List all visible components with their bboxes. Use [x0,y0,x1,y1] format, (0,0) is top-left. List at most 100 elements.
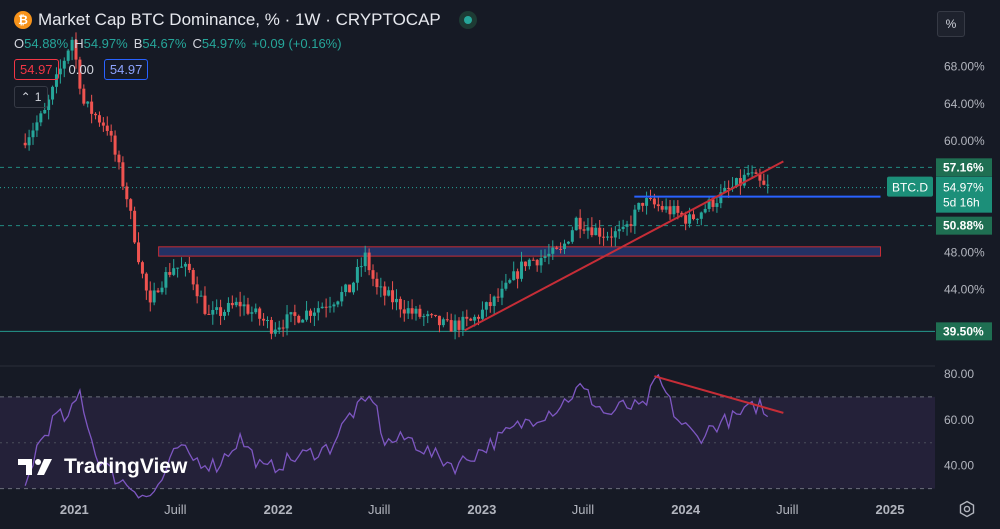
candle-body-115 [473,316,477,321]
candle-body-107 [441,319,445,326]
candle-body-133 [543,256,547,259]
candle-body-155 [629,224,633,226]
rsi-axis-label-2: 40.00 [944,459,974,473]
watermark-text: TradingView [64,455,188,478]
candle-body-143 [582,229,586,231]
settings-gear-icon[interactable] [958,500,976,518]
candle-body-111 [457,320,461,330]
candle-body-145 [590,227,594,236]
ohlc-high-value: 54.97% [83,36,128,51]
candle-body-88 [367,252,371,271]
indicators-collapse-button[interactable]: ⌃ 1 [14,86,48,108]
candle-body-137 [559,248,563,250]
candle-body-140 [570,230,574,242]
current-price-tag-bg [936,176,992,213]
candle-body-23 [113,135,117,155]
market-status-icon[interactable] [458,11,477,29]
candle-body-169 [684,215,688,224]
candle-body-161 [652,198,656,205]
rsi-axis-label-1: 60.00 [944,413,974,427]
candle-body-152 [617,229,621,232]
candle-body-44 [195,284,199,297]
rsi-trendline [654,375,784,414]
candle-body-109 [449,320,453,332]
candle-body-25 [121,162,125,187]
candle-body-37 [168,272,172,275]
candle-body-85 [355,267,359,283]
price-tag-3: 39.50% [943,324,984,338]
candle-body-103 [426,314,430,317]
candle-body-154 [625,224,629,227]
candle-body-190 [766,184,770,186]
candle-body-18 [94,113,98,116]
candle-body-62 [265,319,269,321]
candle-body-186 [750,172,754,174]
time-axis-label-7: Juill [776,502,799,517]
candle-body-61 [262,318,266,321]
candle-body-106 [437,315,441,326]
candle-body-97 [402,309,406,314]
candle-body-142 [578,217,582,230]
candle-body-119 [488,302,492,307]
candle-body-129 [527,259,531,267]
candle-body-15 [82,88,86,104]
ohlc-close-key: C [192,36,202,51]
time-axis-label-5: Juill [572,502,595,517]
candle-body-131 [535,259,539,266]
candle-body-120 [492,296,496,307]
candle-body-139 [566,241,570,244]
candle-body-59 [254,308,258,313]
candle-body-47 [207,313,211,315]
price-tag-bg-2 [936,216,992,235]
candle-body-21 [105,125,109,131]
ohlc-close-value: 54.97% [201,36,246,51]
candle-body-132 [539,258,543,266]
candle-body-19 [97,115,101,123]
candle-body-80 [336,301,340,305]
candle-body-113 [465,316,469,319]
candle-body-4 [39,113,43,123]
candle-body-75 [316,308,320,313]
candle-body-158 [641,202,645,206]
unit-button[interactable]: % [937,11,965,37]
candle-body-56 [242,304,246,307]
candle-body-100 [414,308,418,314]
candle-body-151 [613,231,617,238]
candle-body-176 [711,199,715,207]
candle-body-39 [176,267,180,269]
candle-body-30 [140,262,144,274]
bitcoin-icon: ₿ [14,11,32,29]
candle-body-92 [383,286,387,296]
candle-body-93 [387,290,391,296]
candle-body-5 [43,109,47,114]
time-axis-label-1: Juill [164,502,187,517]
candle-body-164 [664,206,668,210]
candle-body-167 [676,205,680,213]
candle-body-65 [277,327,281,330]
candle-body-71 [301,319,305,323]
candle-body-74 [312,312,316,316]
candle-body-182 [734,178,738,187]
candle-body-76 [320,306,324,309]
candle-body-112 [461,316,465,330]
time-axis-label-6: 2024 [671,502,701,517]
candle-body-69 [293,312,297,316]
ask-price-box[interactable]: 54.97 [103,59,149,80]
candle-body-128 [523,261,527,267]
candle-body-189 [762,180,766,185]
price-tag-bg-0 [936,158,992,177]
candle-body-49 [215,307,219,310]
candle-body-108 [445,319,449,321]
candle-body-148 [602,236,606,238]
candle-body-22 [109,130,113,136]
candle-body-17 [90,101,94,114]
price-tag-bg-3 [936,322,992,341]
candle-body-86 [359,266,363,268]
price-axis-label-2: 60.00% [944,134,985,148]
candle-body-175 [707,199,711,209]
candle-body-157 [637,202,641,210]
bid-price-box[interactable]: 54.97 [14,59,59,80]
candle-body-31 [144,273,148,291]
candle-body-172 [695,218,699,220]
